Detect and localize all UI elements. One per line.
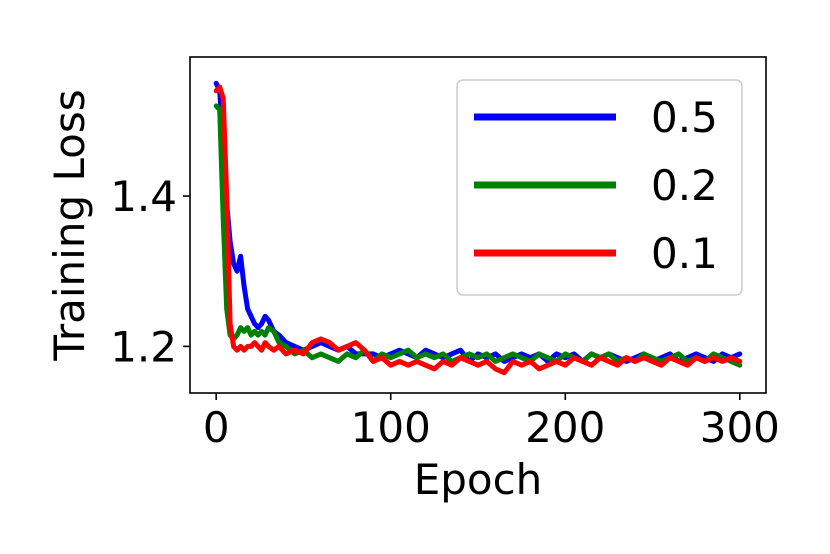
legend-label-1: 0.2 (651, 161, 718, 210)
series-line-2 (213, 84, 743, 376)
series-layer (213, 80, 743, 376)
x-tick-label: 100 (351, 403, 431, 452)
x-tick-label: 300 (700, 403, 780, 452)
x-axis-title: Epoch (414, 455, 543, 504)
legend: 0.5 0.2 0.1 (456, 79, 743, 296)
y-tick-label: 1.2 (110, 322, 177, 371)
plot-frame (189, 56, 767, 394)
x-axis: 0 100 200 300 (203, 393, 780, 452)
y-tick-label: 1.4 (110, 172, 177, 221)
legend-label-2: 0.1 (651, 229, 718, 278)
x-tick-label: 200 (525, 403, 605, 452)
y-axis-title: Training Loss (45, 89, 94, 361)
x-tick-label: 0 (203, 403, 230, 452)
legend-label-0: 0.5 (651, 93, 718, 142)
y-axis: 1.2 1.4 (110, 172, 190, 371)
